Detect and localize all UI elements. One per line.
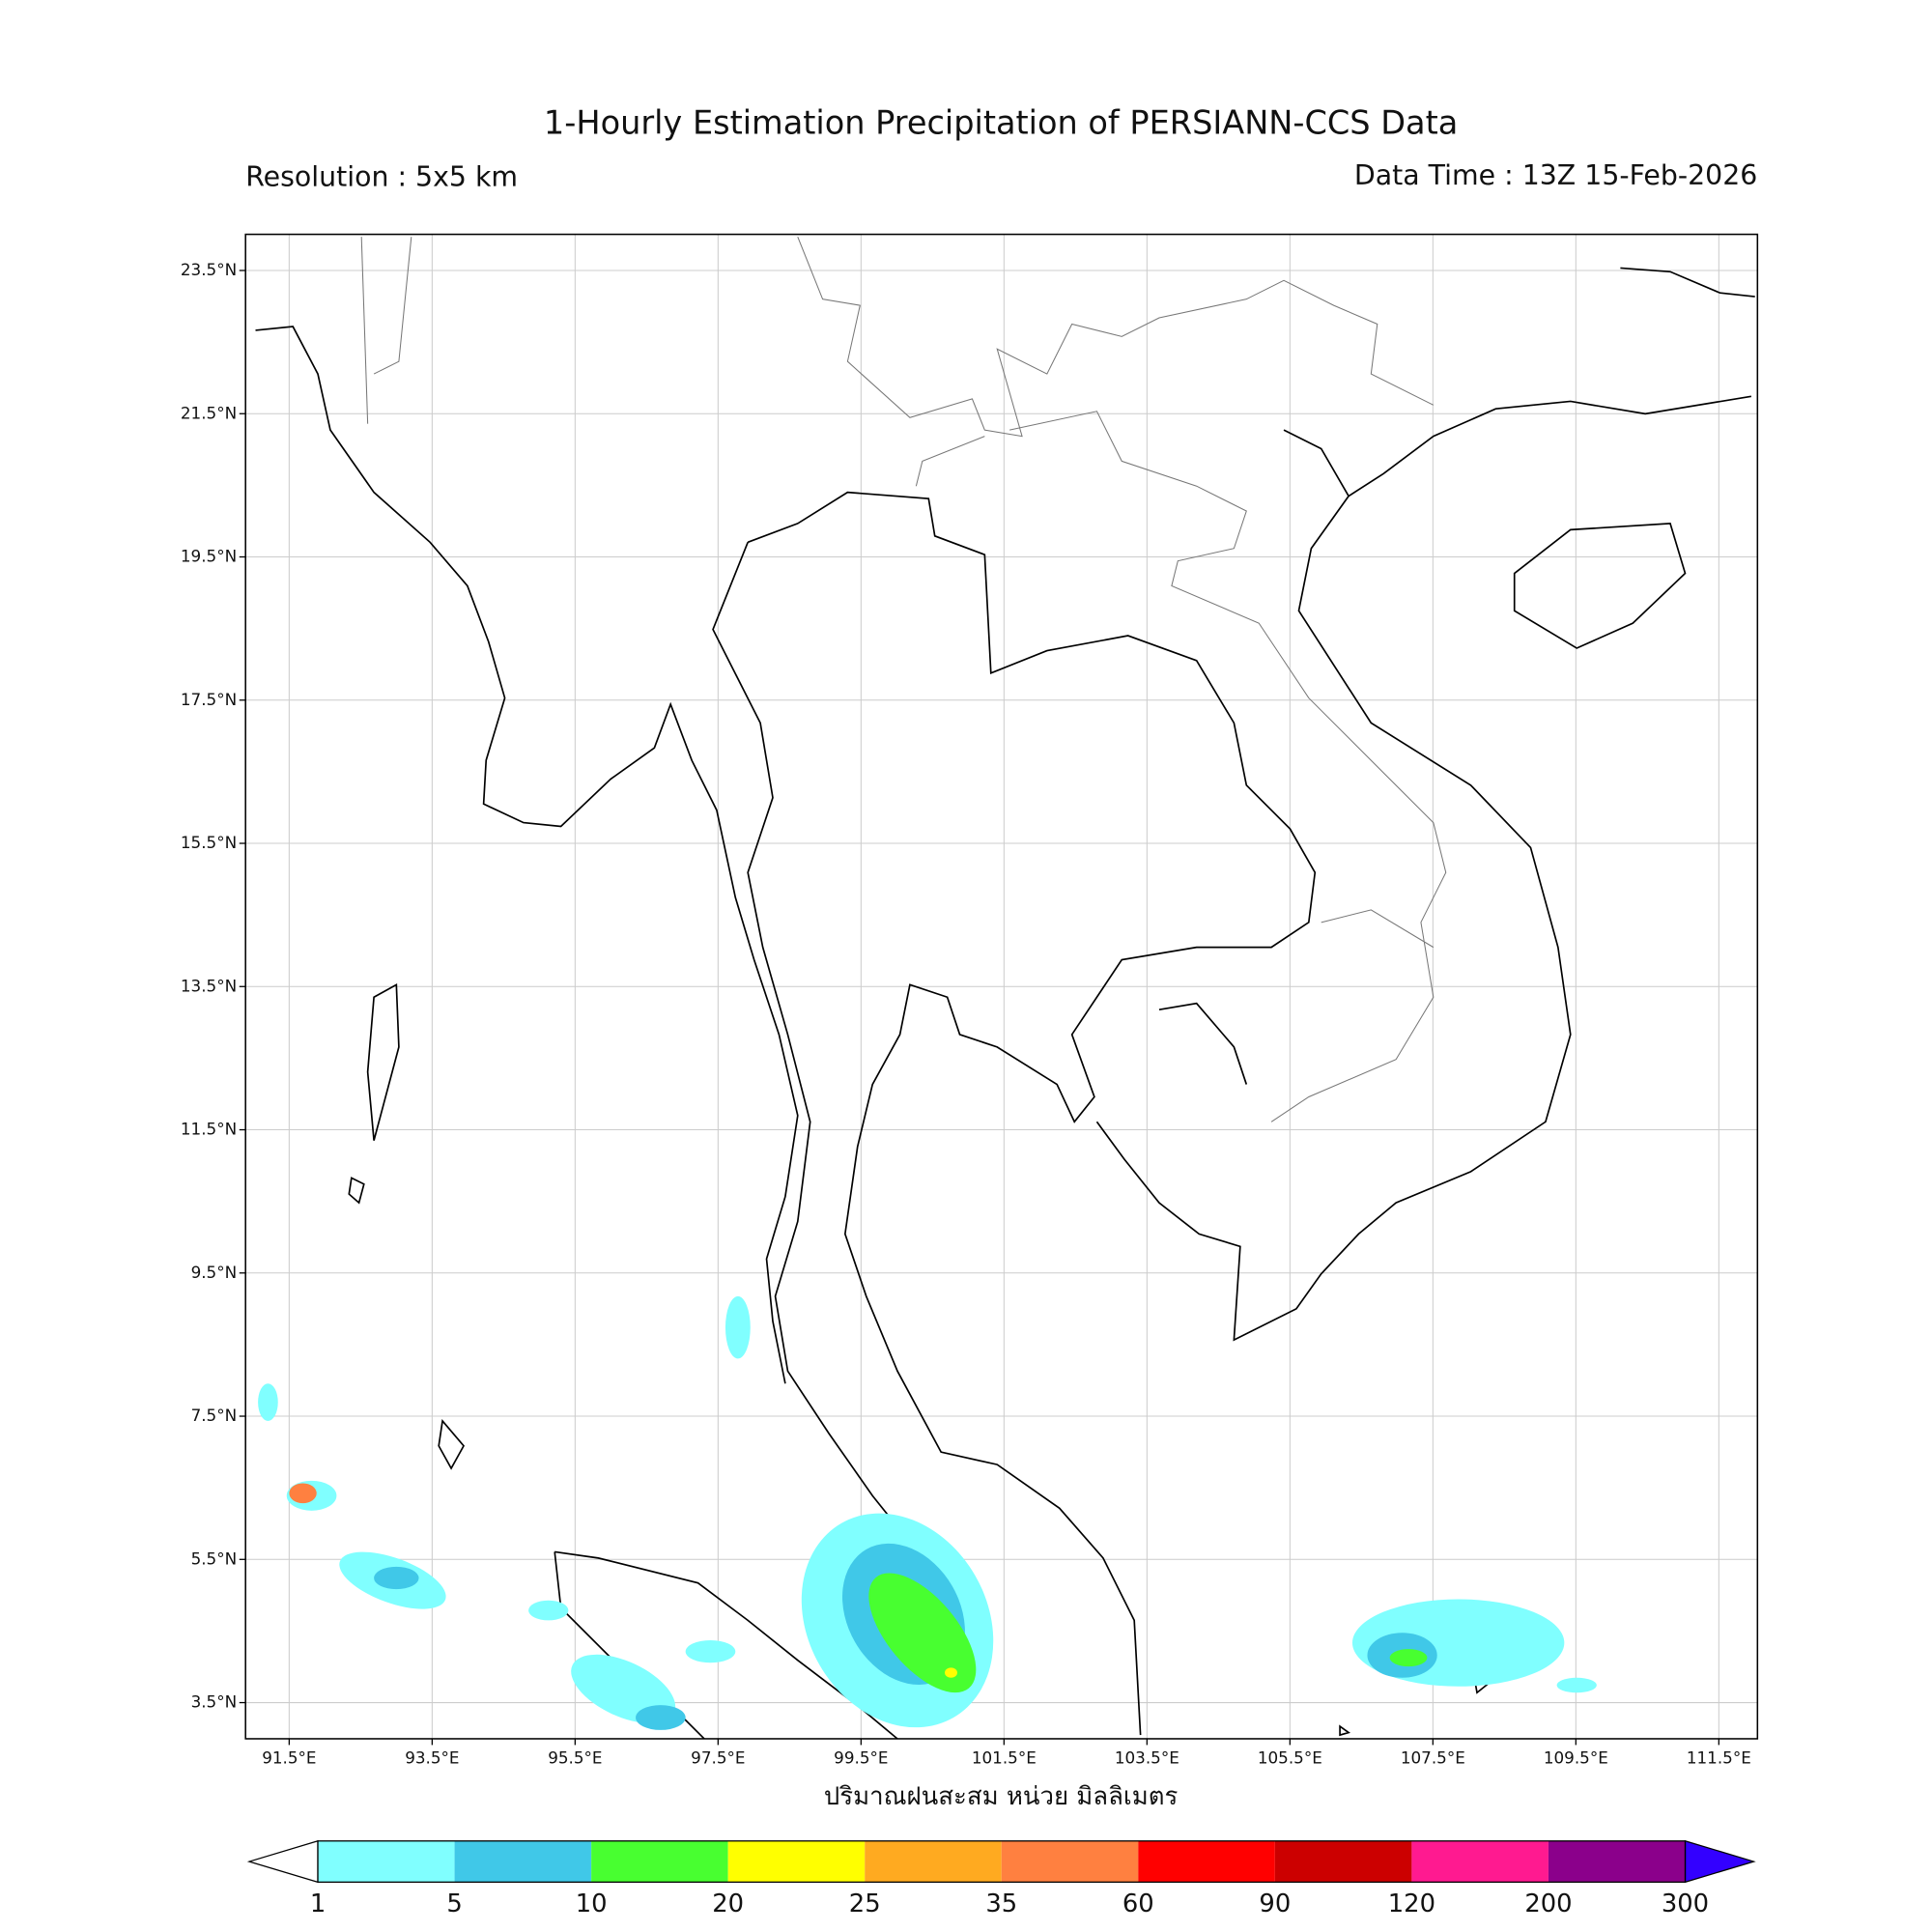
lat-tick-label: 23.5°N — [181, 260, 237, 279]
rain-area — [868, 1573, 977, 1693]
lon-tick-label: 93.5°E — [405, 1748, 459, 1768]
title: 1-Hourly Estimation Precipitation of PER… — [544, 104, 1458, 142]
resolution: Resolution : 5x5 km — [245, 161, 518, 193]
colorbar-level-label: 300 — [1662, 1889, 1709, 1918]
lon-tick-label: 99.5°E — [834, 1748, 888, 1768]
lon-tick-label: 97.5°E — [691, 1748, 745, 1768]
colorbar-level-label: 120 — [1388, 1889, 1435, 1918]
colorbar-segment — [1138, 1840, 1275, 1883]
colorbar-segment — [591, 1840, 728, 1883]
rain-area — [258, 1383, 278, 1421]
rain-area — [1556, 1677, 1597, 1693]
rain-area — [724, 1295, 751, 1359]
colorbar-level-label: 5 — [446, 1889, 462, 1918]
myanmar-coast — [255, 326, 799, 1384]
colorbar-level-label: 90 — [1259, 1889, 1291, 1918]
map-shapes — [255, 236, 1755, 1740]
lat-tick-label: 19.5°N — [181, 547, 237, 566]
lat-tick-label: 7.5°N — [191, 1406, 238, 1425]
colorbar-segment — [1411, 1840, 1548, 1883]
lat-tick-label: 13.5°N — [181, 976, 237, 995]
colorbar-segment — [727, 1840, 866, 1883]
lon-tick-label: 109.5°E — [1544, 1748, 1608, 1768]
thailand-outline — [712, 491, 1317, 1736]
colorbar-level-label: 35 — [985, 1889, 1017, 1918]
colorbar-label: ปริมาณฝนสะสม หน่วย มิลลิเมตร — [824, 1782, 1179, 1811]
colorbar-segment — [454, 1840, 592, 1883]
map-frame — [244, 233, 1759, 1740]
vietnam-coast — [1095, 267, 1755, 1342]
lat-tick-label: 5.5°N — [191, 1548, 238, 1568]
rain-area — [374, 1566, 419, 1590]
colorbar-over — [1684, 1839, 1756, 1884]
hainan — [1513, 523, 1687, 649]
rain-area — [945, 1667, 957, 1678]
lon-tick-label: 95.5°E — [548, 1748, 602, 1768]
colorbar-level-label: 10 — [576, 1889, 608, 1918]
colorbar-under — [246, 1839, 319, 1884]
colorbar-segment — [1548, 1840, 1686, 1883]
grid: 23.5°N 21.5°N 19.5°N 17.5°N 15.5°N 13.5°N 11.5… — [181, 234, 1758, 1768]
lat-tick-label: 9.5°N — [191, 1263, 238, 1282]
rain-area — [1389, 1649, 1428, 1667]
colorbar-level-label: 60 — [1122, 1889, 1154, 1918]
lat-tick-label: 17.5°N — [181, 690, 237, 709]
lat-tick-label: 3.5°N — [191, 1692, 238, 1712]
colorbar-segment — [1274, 1840, 1412, 1883]
lon-tick-label: 101.5°E — [972, 1748, 1037, 1768]
rain-area — [571, 1654, 676, 1723]
rain-area — [636, 1705, 686, 1730]
rain-area — [685, 1640, 736, 1663]
colorbar-segment — [318, 1840, 455, 1883]
lat-tick-label: 21.5°N — [181, 403, 237, 422]
borders — [360, 236, 1447, 1122]
lon-tick-label: 105.5°E — [1258, 1748, 1322, 1768]
colorbar-frame — [317, 1840, 1687, 1883]
precipitation — [258, 1295, 1597, 1730]
colorbar-level-label: 1 — [310, 1889, 326, 1918]
colorbar-segment — [865, 1840, 1002, 1883]
lon-tick-label: 111.5°E — [1687, 1748, 1751, 1768]
colorbar-level-label: 25 — [849, 1889, 881, 1918]
lat-tick-label: 15.5°N — [181, 833, 237, 852]
lat-tick-label: 11.5°N — [181, 1120, 237, 1139]
lon-tick-label: 103.5°E — [1115, 1748, 1179, 1768]
rain-area — [528, 1600, 569, 1621]
lon-tick-label: 107.5°E — [1401, 1748, 1465, 1768]
colorbar-segment — [1001, 1840, 1139, 1883]
rain-area — [289, 1483, 317, 1504]
lon-tick-label: 91.5°E — [262, 1748, 316, 1768]
colorbar: 1 5 10 20 25 35 60 90 120 200 300 — [246, 1839, 1756, 1918]
data-time: Data Time : 13Z 15-Feb-2026 — [1354, 159, 1757, 191]
islands — [348, 982, 1492, 1737]
colorbar-level-label: 200 — [1524, 1889, 1572, 1918]
colorbar-level-label: 20 — [712, 1889, 744, 1918]
